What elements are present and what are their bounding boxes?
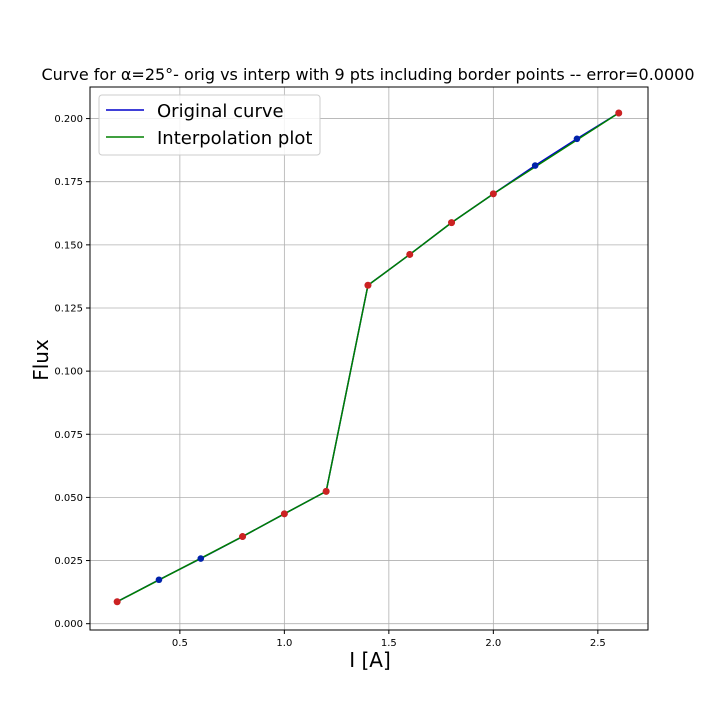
y-tick-label-4: 0.100 [54, 367, 83, 378]
y-tick-label-1: 0.025 [54, 556, 83, 567]
interpolation-point-5 [406, 250, 414, 258]
axes-layer: 0.5 1.0 1.5 2.0 2.5 0.000 0.025 0.050 0.075 0.100… [54, 86, 649, 649]
y-tick-label-0: 0.000 [54, 619, 83, 630]
original-point-2 [197, 555, 205, 562]
interpolation-point-2 [280, 510, 288, 518]
y-tick-label-7: 0.175 [54, 177, 83, 188]
interpolation-point-7 [489, 190, 497, 198]
legend: Original curve Interpolation plot [98, 94, 321, 156]
grid-layer [90, 87, 648, 630]
original-point-11 [573, 135, 581, 143]
interpolation-point-3 [322, 487, 330, 495]
legend-label-original-curve: Original curve [157, 101, 284, 122]
y-tick-label-5: 0.125 [54, 303, 83, 314]
y-axis-label: Flux [29, 339, 53, 381]
x-tick-label-4: 2.5 [590, 638, 606, 649]
original-point-10 [531, 162, 539, 169]
x-tick-label-1: 1.0 [276, 638, 292, 649]
interpolation-point-0 [113, 598, 121, 606]
points-layer [113, 109, 623, 606]
y-tick-label-8: 0.200 [54, 114, 83, 125]
y-tick-label-6: 0.150 [54, 240, 83, 251]
y-tick-label-2: 0.050 [54, 493, 83, 504]
interpolation-point-8 [615, 109, 623, 117]
y-tick-label-3: 0.075 [54, 430, 83, 441]
interpolation-point-4 [364, 281, 372, 289]
legend-label-interpolation-plot: Interpolation plot [157, 128, 312, 149]
x-tick-label-0: 0.5 [172, 638, 188, 649]
interpolation-point-1 [239, 533, 247, 541]
interpolation-point-6 [448, 219, 456, 227]
plot-frame [89, 86, 649, 631]
x-tick-label-3: 2.0 [485, 638, 501, 649]
x-tick-label-2: 1.5 [381, 638, 397, 649]
original-point-1 [155, 576, 163, 584]
x-axis-label: I [A] [349, 648, 391, 672]
legend-frame [98, 94, 321, 156]
chart-title: Curve for α=25°- orig vs interp with 9 p… [41, 65, 694, 84]
